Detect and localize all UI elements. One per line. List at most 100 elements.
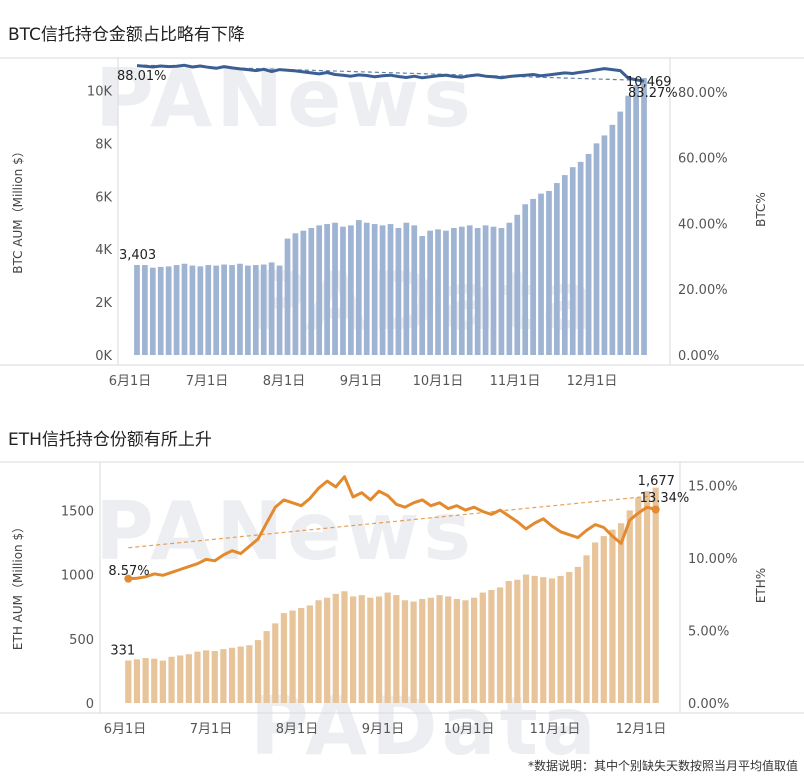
eth-first-pct-label: 8.57%	[108, 564, 149, 579]
eth-bar	[626, 510, 633, 703]
eth-xtick-4: 10月1日	[444, 722, 495, 737]
btc-ytick-1: 2K	[95, 296, 112, 311]
eth-bar	[375, 596, 383, 703]
btc-bar	[569, 167, 576, 355]
btc-bar	[490, 226, 497, 355]
eth-bar	[592, 542, 599, 703]
eth-bar	[635, 497, 642, 703]
eth-bar	[643, 491, 651, 703]
eth-bar	[358, 595, 365, 703]
btc-bar	[554, 183, 560, 355]
btc-chart-title: BTC信托持仓金额占比略有下降	[8, 25, 245, 45]
btc-bar	[641, 78, 647, 355]
btc-bar	[474, 228, 481, 355]
btc-bar	[245, 265, 251, 355]
eth-bar	[471, 597, 478, 703]
btc-bar	[530, 198, 536, 355]
eth-xtick-3: 9月1日	[362, 722, 405, 737]
eth-bar	[574, 566, 581, 703]
eth-bar	[298, 607, 305, 703]
eth-bar	[410, 601, 417, 703]
eth-bar	[393, 595, 400, 703]
btc-bar	[189, 265, 196, 355]
btc-bar	[173, 265, 180, 355]
btc-y2tick-3: 60.00%	[678, 152, 728, 167]
eth-trend-line	[128, 494, 656, 549]
btc-ytick-0: 0K	[95, 349, 112, 364]
eth-bar	[617, 523, 625, 703]
eth-bar	[151, 658, 158, 703]
btc-bar	[229, 265, 235, 355]
btc-bar	[237, 263, 243, 355]
btc-bar	[593, 143, 600, 355]
eth-bar	[367, 597, 374, 703]
eth-bar	[531, 575, 538, 703]
eth-bar	[488, 589, 495, 703]
btc-bar	[197, 266, 204, 355]
eth-first-value-label: 331	[110, 643, 135, 658]
btc-bar	[625, 95, 632, 355]
eth-pct-end-dot	[651, 505, 660, 514]
eth-bar	[280, 613, 288, 703]
eth-bar	[159, 660, 167, 703]
eth-bar	[349, 596, 357, 703]
btc-bar	[561, 175, 568, 355]
btc-xtick-3: 9月1日	[340, 374, 383, 389]
eth-xtick-0: 6月1日	[104, 722, 147, 737]
btc-bar	[506, 222, 513, 355]
btc-bar	[458, 226, 465, 355]
btc-ytick-4: 8K	[95, 137, 112, 152]
eth-y2tick-0: 0.00%	[688, 697, 729, 712]
btc-last-value-label: 10,469	[626, 75, 672, 90]
eth-bar	[514, 579, 521, 703]
btc-ytick-2: 4K	[95, 243, 112, 258]
eth-bar	[177, 655, 184, 703]
btc-bar	[340, 226, 346, 355]
btc-bar	[284, 238, 291, 355]
btc-y2tick-2: 40.00%	[678, 217, 728, 232]
eth-ytick-3: 1500	[61, 504, 94, 519]
eth-bar	[185, 654, 192, 703]
btc-bar	[324, 224, 330, 355]
eth-last-value-label: 1,677	[638, 474, 675, 489]
eth-y2-axis-label: ETH%	[754, 568, 768, 603]
btc-bar	[617, 111, 624, 355]
btc-bar	[332, 222, 338, 355]
btc-bar	[419, 235, 426, 355]
eth-bar	[254, 640, 262, 703]
eth-y2tick-2: 10.00%	[688, 552, 738, 567]
btc-bar	[371, 224, 378, 355]
eth-bar	[436, 595, 443, 703]
eth-bar	[479, 592, 486, 703]
eth-bar	[237, 646, 244, 703]
btc-bar	[609, 124, 616, 355]
eth-bar	[453, 598, 460, 703]
eth-bar	[652, 487, 659, 703]
btc-y2tick-4: 80.00%	[678, 86, 728, 101]
btc-last-pct-label: 83.27%	[628, 86, 678, 101]
eth-y-axis-label: ETH AUM（Million $）	[11, 521, 25, 650]
eth-bar	[228, 647, 236, 703]
eth-pct-line	[128, 475, 657, 581]
eth-bar	[566, 572, 573, 703]
btc-bar	[142, 265, 148, 355]
btc-bar	[363, 222, 370, 355]
footnote: *数据说明：其中个别缺失天数按照当月平均值取值	[527, 759, 798, 773]
eth-bar	[203, 650, 210, 703]
eth-bar	[289, 610, 296, 703]
eth-bar	[220, 649, 227, 703]
btc-bar	[221, 264, 227, 355]
btc-ytick-3: 6K	[95, 190, 112, 205]
eth-y2tick-3: 15.00%	[688, 479, 738, 494]
btc-xtick-6: 12月1日	[567, 374, 618, 389]
btc-bar	[355, 220, 362, 355]
eth-last-pct-label: 13.34%	[640, 491, 690, 506]
eth-bar	[445, 596, 452, 703]
btc-bar	[157, 266, 164, 355]
btc-ytick-5: 10K	[87, 84, 113, 99]
btc-bar	[276, 265, 283, 355]
eth-bar	[133, 659, 141, 703]
btc-bar	[149, 267, 156, 355]
eth-bar	[306, 605, 313, 703]
btc-bar	[577, 161, 584, 355]
